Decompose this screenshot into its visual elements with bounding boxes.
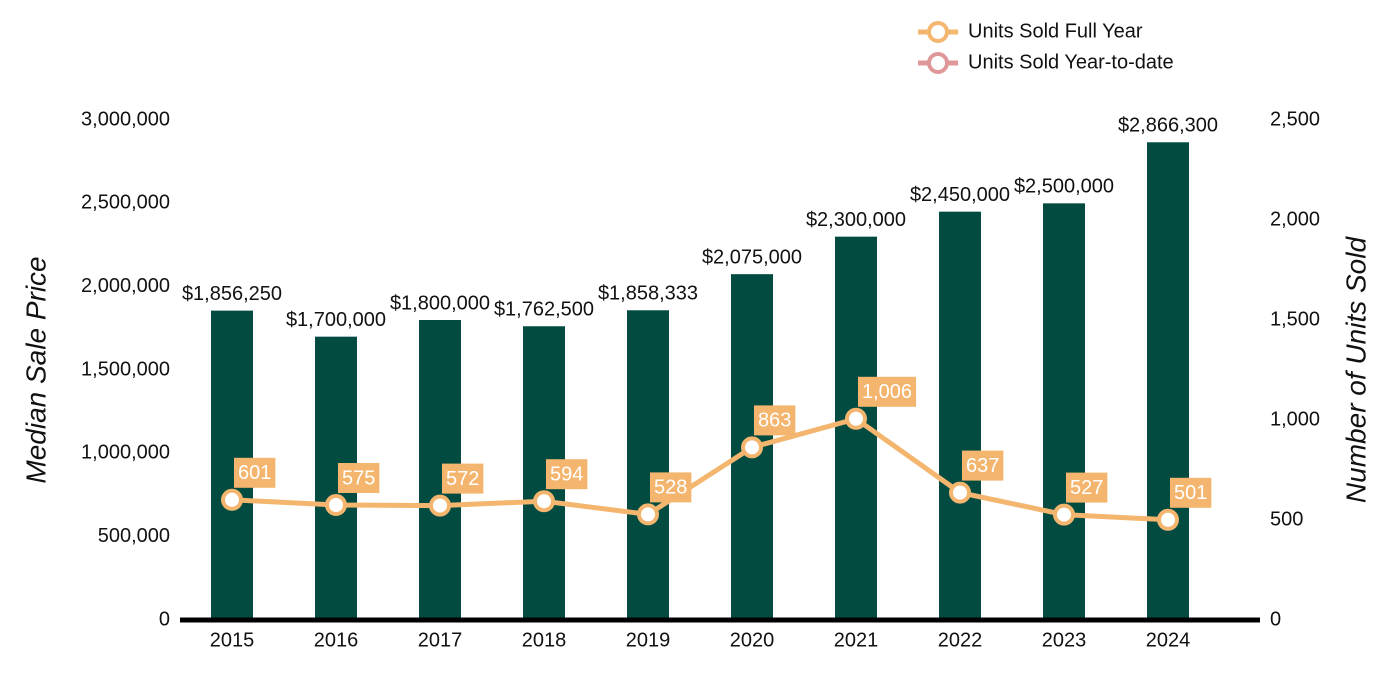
bar-value-label: $1,856,250 <box>182 283 282 305</box>
y-tick-label: 500,000 <box>98 525 170 547</box>
point-label-box <box>1066 472 1108 503</box>
point-label-box <box>442 463 484 494</box>
y2-tick-label: 1,000 <box>1270 408 1320 430</box>
x-tick-label: 2021 <box>834 629 879 651</box>
legend-marker <box>927 52 949 74</box>
point-label: 528 <box>654 477 687 499</box>
y2-tick-label: 0 <box>1270 608 1281 630</box>
point-label: 594 <box>550 463 583 485</box>
line-point <box>533 490 555 513</box>
y-tick-label: 2,500,000 <box>81 192 170 214</box>
line-point <box>1053 503 1075 526</box>
point-label-box <box>650 472 692 503</box>
x-tick-label: 2016 <box>314 629 359 651</box>
point-label-box <box>754 405 796 436</box>
line-point <box>429 494 451 517</box>
point-label: 501 <box>1174 482 1207 504</box>
bar <box>627 310 669 620</box>
bar-value-label: $1,700,000 <box>286 309 386 331</box>
point-label: 575 <box>342 467 375 489</box>
y-tick-label: 1,500,000 <box>81 358 170 380</box>
point-label: 637 <box>966 455 999 477</box>
bar-value-label: $2,450,000 <box>910 184 1010 206</box>
point-label-box <box>234 457 276 488</box>
legend-label: Units Sold Year-to-date <box>968 51 1174 73</box>
line-point <box>949 481 971 504</box>
y-axis-title: Median Sale Price <box>20 256 51 483</box>
bar-value-label: $2,866,300 <box>1118 115 1218 137</box>
y2-tick-label: 2,000 <box>1270 208 1320 230</box>
y2-tick-label: 2,500 <box>1270 108 1320 130</box>
point-label: 863 <box>758 410 791 432</box>
y-tick-label: 2,000,000 <box>81 275 170 297</box>
line <box>231 416 1169 523</box>
y2-tick-label: 1,500 <box>1270 308 1320 330</box>
y-tick-label: 0 <box>159 608 170 630</box>
point-label: 1,006 <box>862 381 912 403</box>
point-label: 527 <box>1070 477 1103 499</box>
y2-axis-title: Number of Units Sold <box>1340 236 1371 504</box>
bar-value-label: $2,300,000 <box>806 209 906 231</box>
bar <box>1043 203 1085 621</box>
bar-value-label: $1,800,000 <box>390 292 490 314</box>
point-label-box <box>338 463 380 493</box>
x-tick-label: 2023 <box>1042 629 1087 651</box>
bar-value-label: $1,858,333 <box>598 283 698 305</box>
point-label: 572 <box>446 468 479 490</box>
legend-label: Units Sold Full Year <box>968 20 1143 42</box>
line-point <box>325 494 347 516</box>
y2-tick-label: 500 <box>1270 508 1303 530</box>
line-point <box>741 436 763 459</box>
x-tick-label: 2015 <box>210 629 255 651</box>
line-point <box>637 503 659 526</box>
bar-value-label: $2,075,000 <box>702 246 802 268</box>
line-point <box>845 407 867 430</box>
bar <box>939 211 981 620</box>
point-label-box <box>546 459 588 490</box>
y-tick-label: 3,000,000 <box>81 108 170 130</box>
bar-value-label: $1,762,500 <box>494 299 594 321</box>
x-tick-label: 2019 <box>626 629 671 651</box>
x-tick-label: 2020 <box>730 629 775 651</box>
y-tick-label: 1,000,000 <box>81 442 170 464</box>
x-tick-label: 2022 <box>938 629 983 651</box>
line-point <box>221 488 243 511</box>
point-label: 601 <box>238 462 271 484</box>
legend-marker <box>927 21 949 43</box>
line-point <box>1157 508 1179 531</box>
x-tick-label: 2018 <box>522 629 567 651</box>
x-tick-label: 2024 <box>1146 629 1191 651</box>
point-label-box <box>962 450 1004 481</box>
x-tick-label: 2017 <box>418 629 463 651</box>
bar-value-label: $2,500,000 <box>1014 176 1114 198</box>
bar <box>1147 142 1189 621</box>
point-label-box <box>858 376 917 407</box>
point-label-box <box>1170 477 1212 508</box>
